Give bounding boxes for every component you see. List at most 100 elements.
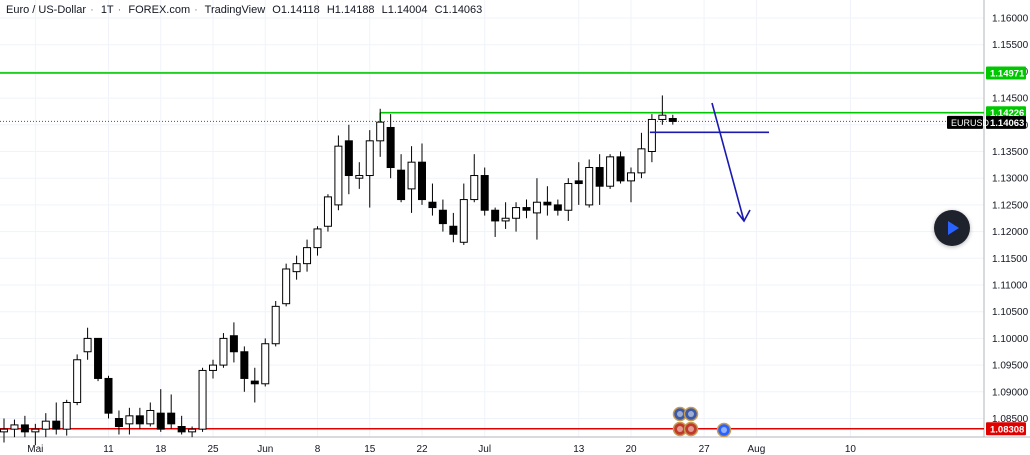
x-tick-label: 15 — [364, 444, 376, 455]
x-tick-label: 27 — [699, 444, 711, 455]
x-tick-label: 11 — [103, 444, 114, 455]
x-tick-label: Jul — [478, 444, 491, 455]
upper-level-label: 1.14971 — [990, 68, 1025, 79]
candle-body[interactable] — [532, 201, 541, 214]
y-tick-label: 1.16000 — [992, 14, 1029, 25]
candle-body[interactable] — [52, 420, 61, 430]
candle-body[interactable] — [167, 412, 176, 425]
candle-body[interactable] — [313, 228, 322, 249]
candle-body[interactable] — [188, 428, 197, 433]
candle-body[interactable] — [156, 412, 165, 430]
candle-body[interactable] — [323, 196, 332, 227]
candle-body[interactable] — [501, 217, 510, 222]
replay-play-button[interactable] — [934, 210, 970, 246]
candle-body[interactable] — [543, 201, 552, 206]
candle-body[interactable] — [292, 263, 301, 273]
candle-body[interactable] — [585, 167, 594, 206]
last-price-label: 1.14063 — [990, 118, 1024, 129]
play-icon — [948, 221, 959, 235]
candle-body[interactable] — [668, 117, 677, 122]
candle-body[interactable] — [491, 209, 500, 222]
candle-body[interactable] — [0, 428, 8, 433]
candle-body[interactable] — [250, 380, 259, 385]
candle-body[interactable] — [114, 418, 123, 428]
candle-body[interactable] — [355, 175, 364, 179]
interval: 1T — [100, 4, 114, 16]
candle-body[interactable] — [365, 140, 374, 177]
x-tick-label: 10 — [845, 444, 857, 455]
candle-body[interactable] — [146, 409, 155, 425]
candle-body[interactable] — [595, 167, 604, 187]
candle-body[interactable] — [637, 148, 646, 174]
close-value: C1.14063 — [434, 4, 483, 16]
symbol-tag: EURUSD — [951, 118, 990, 128]
candle-body[interactable] — [135, 415, 144, 425]
event-eu-icon-inner — [688, 411, 694, 417]
candle-body[interactable] — [480, 175, 489, 211]
candle-body[interactable] — [83, 337, 92, 353]
candle-body[interactable] — [418, 161, 426, 201]
separator: · — [117, 4, 122, 16]
candle-body[interactable] — [522, 207, 531, 211]
candle-body[interactable] — [428, 201, 437, 209]
candle-body[interactable] — [386, 126, 395, 169]
event-us-icon-inner — [677, 426, 683, 432]
candle-body[interactable] — [282, 268, 291, 305]
candle-body[interactable] — [553, 204, 562, 211]
candle-body[interactable] — [564, 183, 573, 211]
candle-body[interactable] — [344, 140, 353, 177]
y-tick-label: 1.13500 — [992, 147, 1029, 158]
upper-level-label-bg — [986, 66, 1026, 80]
candle-body[interactable] — [334, 145, 343, 206]
candle-body[interactable] — [31, 428, 40, 433]
candle-body[interactable] — [20, 424, 29, 433]
candle-body[interactable] — [62, 401, 71, 430]
candle-body[interactable] — [94, 337, 103, 379]
candle-body[interactable] — [271, 305, 280, 345]
candle-body[interactable] — [198, 369, 207, 430]
candle-body[interactable] — [73, 359, 82, 403]
candle-body[interactable] — [303, 247, 312, 265]
x-tick-label: Mai — [27, 444, 43, 455]
candle-body[interactable] — [512, 207, 521, 219]
platform-name: TradingView — [204, 4, 266, 16]
y-tick-label: 1.13000 — [992, 174, 1029, 185]
candle-body[interactable] — [376, 121, 385, 142]
candle-body[interactable] — [261, 343, 270, 385]
candle-body[interactable] — [658, 114, 667, 120]
candle-body[interactable] — [616, 156, 625, 182]
y-tick-label: 1.11500 — [992, 254, 1028, 265]
candle-body[interactable] — [407, 161, 416, 190]
separator: · — [90, 4, 94, 16]
high-value: H1.14188 — [326, 4, 375, 16]
candle-body[interactable] — [449, 225, 458, 235]
support-level-label: 1.08308 — [990, 424, 1024, 435]
low-value: L1.14004 — [381, 4, 428, 16]
candle-body[interactable] — [41, 420, 50, 430]
candle-body[interactable] — [10, 424, 19, 430]
candle-body[interactable] — [209, 364, 217, 371]
candle-body[interactable] — [627, 172, 635, 182]
event-future-icon-inner — [721, 427, 727, 433]
candle-body[interactable] — [574, 180, 583, 185]
candle-body[interactable] — [240, 351, 249, 379]
drawn-arrow-line[interactable] — [711, 102, 745, 222]
candle-body[interactable] — [438, 209, 447, 225]
candle-body[interactable] — [606, 156, 615, 187]
drawn-arrow-head — [736, 209, 751, 223]
candle-body[interactable] — [125, 415, 134, 425]
y-tick-label: 1.11000 — [992, 281, 1028, 292]
candle-body[interactable] — [177, 426, 186, 433]
x-tick-label: 22 — [416, 444, 428, 455]
separator: · — [194, 4, 198, 16]
candle-body[interactable] — [459, 199, 468, 243]
candle-body[interactable] — [219, 337, 228, 366]
symbol-name: Euro / US-Dollar — [6, 4, 87, 16]
chart-header: Euro / US-Dollar · 1T · FOREX.com · Trading… — [6, 4, 486, 16]
candle-body[interactable] — [397, 169, 406, 201]
candle-body[interactable] — [104, 377, 113, 414]
candle-body[interactable] — [229, 335, 238, 353]
candle-body[interactable] — [647, 118, 656, 152]
candle-body[interactable] — [470, 175, 479, 201]
